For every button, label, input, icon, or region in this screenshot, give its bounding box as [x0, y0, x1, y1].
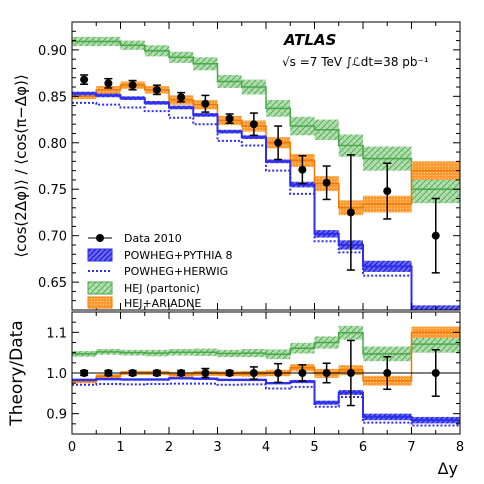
main-data-point	[383, 187, 392, 196]
main-y-tick-label: 0.85	[38, 90, 67, 105]
legend-label-hej-partonic: HEJ (partonic)	[124, 282, 200, 295]
main-data-point	[274, 138, 283, 147]
legend-entry-hej-partonic: HEJ (partonic)	[87, 281, 200, 295]
legend-label-powheg-pythia: POWHEG+PYTHIA 8	[124, 249, 233, 262]
ratio-data-point	[80, 369, 89, 377]
x-tick-label: 5	[310, 440, 318, 455]
main-panel: 0.65 0.70 0.75 0.80 0.85 0.90 ⟨cos(2Δφ)⟩ / ⟨c…	[12, 21, 461, 311]
ratio-data-point	[249, 369, 258, 377]
x-axis-label: Δy	[438, 459, 458, 478]
x-tick-label: 0	[68, 440, 76, 455]
ratio-y-tick-label: 0.9	[46, 408, 67, 423]
main-data-point	[249, 120, 258, 129]
x-tick-label: 8	[456, 440, 464, 455]
ratio-data-point	[346, 369, 355, 377]
legend: Data 2010 POWHEG+PYTHIA 8 POWHEG+HERWIG …	[87, 232, 233, 310]
x-tick-label: 4	[262, 440, 270, 455]
ratio-y-tick-label: 1.0	[46, 367, 67, 382]
ratio-data-point	[152, 369, 161, 377]
legend-label-hej-ariadne: HEJ+ARIADNE	[124, 297, 201, 310]
x-tick-label: 3	[213, 440, 221, 455]
experiment-label: ATLAS	[283, 31, 336, 49]
legend-entry-hej-ariadne: HEJ+ARIADNE	[87, 296, 201, 310]
ratio-data-point	[322, 369, 331, 377]
legend-label-powheg-herwig: POWHEG+HERWIG	[124, 265, 228, 278]
main-y-tick-label: 0.75	[38, 183, 67, 198]
x-tick-label: 2	[165, 440, 173, 455]
legend-entry-powheg-herwig: POWHEG+HERWIG	[88, 265, 228, 278]
legend-entry-data: Data 2010	[88, 232, 182, 245]
x-tick-label: 7	[407, 440, 415, 455]
energy-label: √s =7 TeV ∫ℒdt=38 pb⁻¹	[282, 55, 429, 69]
ratio-data-point	[201, 369, 210, 377]
ratio-data-point	[383, 369, 392, 377]
x-tick-label: 6	[359, 440, 367, 455]
ratio-ylabel: Theory/Data	[7, 320, 27, 426]
main-data-point	[431, 231, 440, 240]
main-data-point	[128, 81, 137, 90]
main-data-point	[80, 75, 89, 84]
ratio-line-hej-partonic	[72, 331, 460, 356]
ratio-data-point	[128, 369, 137, 377]
main-data-point	[322, 178, 331, 187]
ratio-data-point	[431, 369, 440, 377]
main-data-point	[225, 114, 234, 123]
ratio-data-point	[104, 369, 113, 377]
main-data-point	[201, 99, 210, 108]
ratio-data-point	[298, 369, 307, 377]
main-data-point	[104, 79, 113, 88]
ratio-y-tick-label: 1.1	[46, 326, 67, 341]
legend-entry-powheg-pythia: POWHEG+PYTHIA 8	[87, 248, 233, 262]
main-data-point	[298, 165, 307, 174]
legend-label-data: Data 2010	[124, 232, 182, 245]
ratio-data-point	[225, 369, 234, 377]
ratio-line-powheg-herwig	[72, 382, 460, 427]
ratio-panel: 0 1 2 3 4 5 6 7 8 0.9 1.0 1.1 Theory/Data Δy	[7, 311, 464, 478]
ratio-data-point	[177, 369, 186, 377]
main-y-tick-label: 0.70	[38, 230, 67, 245]
main-data-point	[346, 208, 355, 217]
main-data-point	[177, 93, 186, 102]
ratio-line-powheg-pythia-8	[72, 377, 460, 422]
main-y-tick-label: 0.65	[38, 276, 67, 291]
ratio-data-point	[274, 369, 283, 377]
main-y-tick-label: 0.80	[38, 137, 67, 152]
x-tick-label: 1	[116, 440, 124, 455]
main-line-hej-partonic	[72, 40, 460, 190]
main-y-tick-label: 0.90	[38, 44, 67, 59]
main-data-point	[152, 85, 161, 94]
main-ylabel: ⟨cos(2Δφ)⟩ / ⟨cos(π−Δφ)⟩	[12, 74, 30, 257]
